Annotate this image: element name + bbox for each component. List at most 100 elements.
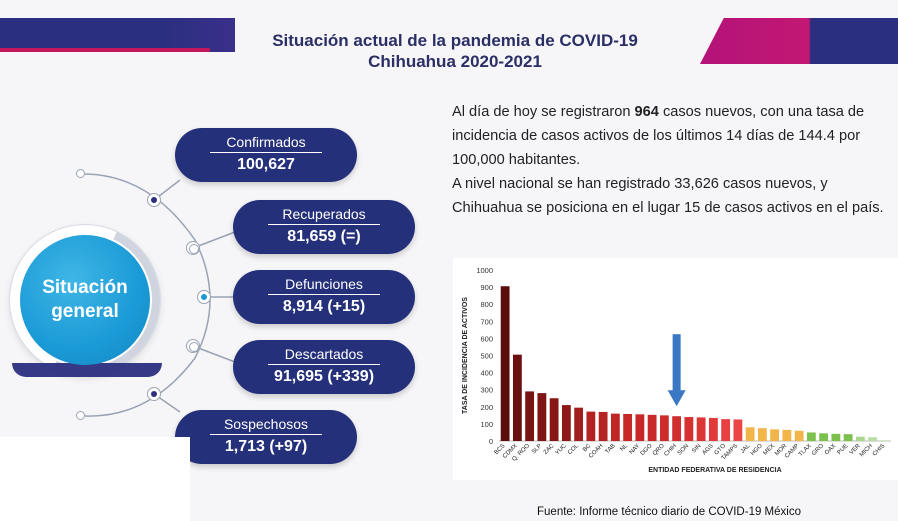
y-tick-label: 400 [480, 369, 493, 378]
stat-pill-recuperados: Recuperados 81,659 (=) [233, 200, 415, 254]
bar [806, 432, 816, 441]
stat-pill-defunciones: Defunciones 8,914 (+15) [233, 270, 415, 324]
incidence-chart-svg: 0 100 200 300 400 500 600 700 800 900 1000 TASA DE … [462, 266, 891, 474]
connector-node-dark [147, 193, 161, 207]
y-tick-label: 300 [480, 386, 493, 395]
bar [721, 419, 731, 441]
connector-start-point [76, 169, 85, 178]
x-tick-label: GRO [811, 443, 825, 457]
header-band-right [700, 18, 898, 64]
hub-line-2: general [51, 301, 119, 322]
annotation-arrow-shaft [672, 334, 681, 393]
bar [696, 417, 706, 441]
x-tick-label: OAX [824, 443, 837, 456]
x-tick-label: ZAC [543, 443, 556, 456]
y-tick-label: 900 [480, 283, 493, 292]
title-line-1: Situación actual de la pandemia de COVID… [272, 31, 638, 50]
x-tick-label: BC [582, 443, 593, 454]
bar [880, 440, 890, 441]
header-band-left [0, 18, 235, 52]
y-tick-label: 800 [480, 300, 493, 309]
bar [757, 428, 767, 441]
x-tick-label: HGO [750, 443, 764, 457]
stat-label: Defunciones [268, 276, 380, 295]
bar [623, 413, 633, 441]
x-tick-label: SLP [531, 443, 543, 455]
stat-label: Recuperados [268, 206, 380, 225]
bar [598, 411, 608, 441]
bar [819, 433, 829, 441]
title-line-2: Chihuahua 2020-2021 [368, 52, 542, 71]
bar [794, 430, 804, 441]
stat-pill-descartados: Descartados 91,695 (+339) [233, 340, 415, 394]
bar [500, 286, 510, 441]
bar [561, 405, 571, 441]
stat-pill-sospechosos: Sospechosos 1,713 (+97) [175, 410, 357, 464]
bar [574, 407, 584, 441]
summary-new-cases: 964 [634, 104, 659, 120]
summary-paragraph-1: Al día de hoy se registraron 964 casos n… [452, 100, 898, 172]
white-patch [0, 437, 190, 521]
bar [708, 417, 718, 441]
bar [635, 414, 645, 441]
hub-line-1: Situación [42, 277, 128, 298]
bar [672, 416, 682, 441]
x-tick-label: TAB [605, 443, 617, 455]
x-tick-label: MICH [859, 443, 874, 458]
page-title: Situación actual de la pandemia de COVID… [220, 30, 690, 72]
bar [770, 429, 780, 441]
x-tick-label: NL [619, 443, 629, 453]
y-tick-label: 100 [480, 420, 493, 429]
y-tick-label: 1000 [476, 266, 493, 275]
bar [745, 427, 755, 441]
x-tick-label: PUE [837, 443, 850, 456]
stat-label: Sospechosos [210, 416, 322, 435]
summary-p1-prefix: Al día de hoy se registraron [452, 104, 635, 120]
bar [610, 413, 620, 441]
connector-node-ring [186, 241, 200, 255]
connector-node-blue [197, 290, 211, 304]
hub-bottom-accent [12, 363, 162, 377]
x-tick-label: COL [567, 443, 580, 456]
y-tick-label: 0 [489, 437, 493, 446]
bar [647, 414, 657, 441]
bar [868, 437, 878, 441]
x-tick-label: SON [677, 443, 690, 456]
y-tick-label: 500 [480, 352, 493, 361]
bar [733, 419, 743, 441]
x-tick-label: MEX [763, 443, 776, 456]
bar [831, 433, 841, 441]
bar [843, 434, 853, 441]
source-note: Fuente: Informe técnico diario de COVID-… [537, 506, 801, 518]
stat-value: 91,695 (+339) [273, 368, 375, 385]
summary-paragraph-2: A nivel nacional se han registrado 33,62… [452, 176, 884, 216]
stat-value: 81,659 (=) [287, 228, 361, 245]
x-tick-label: CHIS [872, 443, 886, 457]
stat-value: 8,914 (+15) [282, 298, 366, 315]
bar [855, 436, 865, 441]
stat-value: 100,627 [237, 156, 295, 173]
stat-value: 1,713 (+97) [224, 438, 308, 455]
bar [586, 411, 596, 441]
stat-label: Confirmados [210, 134, 322, 153]
stat-label: Descartados [268, 346, 380, 365]
x-tick-label: TLAX [798, 443, 813, 458]
connector-node-ring [186, 339, 200, 353]
y-tick-label: 600 [480, 334, 493, 343]
x-axis-label: ENTIDAD FEDERATIVA DE RESIDENCIA [648, 467, 781, 474]
y-tick-label: 200 [480, 403, 493, 412]
y-tick-label: 700 [480, 317, 493, 326]
stat-pill-confirmados: Confirmados 100,627 [175, 128, 357, 182]
connector-end-point [76, 411, 85, 420]
y-axis-label: TASA DE INCIDENCIA DE ACTIVOS [462, 297, 469, 414]
annotation-arrow-head [667, 390, 686, 407]
bar [512, 354, 522, 441]
x-tick-label: SIN [691, 443, 702, 454]
x-tick-label: AGS [702, 443, 715, 456]
summary-text: Al día de hoy se registraron 964 casos n… [452, 100, 898, 220]
bar [659, 415, 669, 441]
summary-p1-suffix: casos nuevos, con una tasa de incidencia… [452, 104, 865, 168]
connector-node-dark [147, 387, 161, 401]
hub-circle: Situación general [20, 235, 150, 365]
bar [782, 429, 792, 441]
